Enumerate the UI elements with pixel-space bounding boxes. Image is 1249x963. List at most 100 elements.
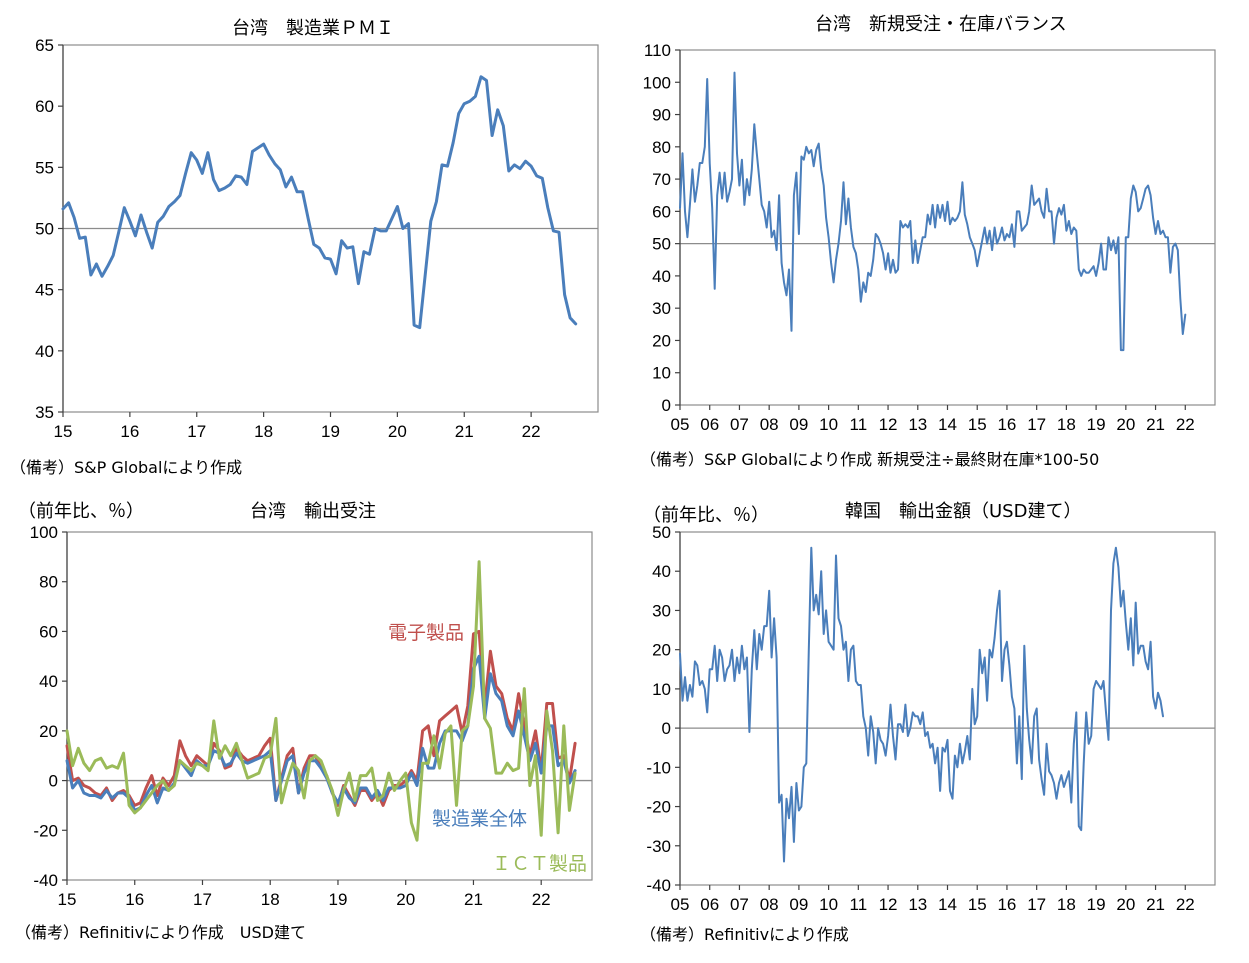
chart-pmi: 台湾 製造業ＰＭＩ 35 40 45 50 55 60 65 15 16 17 18 19 20 21 22… [0, 0, 625, 480]
x-tick-label: 20 [396, 890, 415, 909]
unit-label: （前年比、％） [643, 505, 769, 526]
x-tick-label: 13 [908, 895, 927, 914]
plot-frame [679, 531, 1216, 886]
x-tick-label: 20 [1116, 895, 1135, 914]
x-tick-label: 21 [464, 890, 483, 909]
y-tick-label: 50 [35, 220, 54, 239]
x-tick-label: 16 [997, 415, 1016, 434]
chart-note: （備考）S&P Globalにより作成 新規受注÷最終財在庫*100-50 [640, 450, 1100, 469]
x-tick-label: 19 [1087, 895, 1106, 914]
y-tick-label: 65 [35, 36, 54, 55]
chart-balance: 台湾 新規受注・在庫バランス 0 10 20 30 40 50 60 70 80 90 100 110… [625, 0, 1249, 480]
x-tick-label: 16 [125, 890, 144, 909]
x-tick-label: 21 [1146, 415, 1165, 434]
x-tick-label: 22 [1176, 895, 1195, 914]
y-tick-label: 80 [39, 573, 58, 592]
x-tick-label: 17 [193, 890, 212, 909]
x-tick-label: 18 [1057, 895, 1076, 914]
y-tick-label: 90 [652, 106, 671, 125]
y-tick-label: 40 [39, 672, 58, 691]
x-tick-label: 10 [819, 415, 838, 434]
y-tick-label: 50 [652, 523, 671, 542]
x-tick-label: 22 [532, 890, 551, 909]
series-line-main [679, 546, 1164, 863]
x-tick-label: 15 [58, 890, 77, 909]
x-tick-label: 19 [1087, 415, 1106, 434]
x-tick-label: 06 [700, 415, 719, 434]
y-tick-label: 0 [662, 719, 671, 738]
plot-pmi: 35 40 45 50 55 60 65 15 16 17 18 19 20 21 22 [35, 36, 599, 441]
y-tick-label: 40 [652, 562, 671, 581]
series-line-0 [65, 629, 577, 807]
x-tick-label: 19 [329, 890, 348, 909]
y-tick-label: 110 [644, 41, 671, 60]
x-tick-label: 09 [789, 895, 808, 914]
x-tick-label: 05 [671, 415, 690, 434]
x-tick-label: 12 [879, 415, 898, 434]
plot-korea: -40 -30 -20 -10 0 10 20 30 40 50 05 06 07 08 09 10 11 12 1… [646, 523, 1216, 914]
x-tick-label: 17 [1027, 415, 1046, 434]
y-tick-label: 70 [652, 170, 671, 189]
chart-note: （備考）Refinitivにより作成 [640, 925, 849, 944]
y-tick-label: 45 [35, 281, 54, 300]
unit-label: （前年比、％） [18, 501, 144, 522]
chart-note: （備考）Refinitivにより作成 USD建て [15, 923, 306, 942]
x-tick-label: 08 [760, 895, 779, 914]
y-tick-label: 60 [652, 202, 671, 221]
x-tick-label: 21 [455, 422, 474, 441]
x-tick-label: 12 [879, 895, 898, 914]
x-tick-label: 14 [938, 895, 957, 914]
chart-korea: （前年比、％） 韓国 輸出金額（USD建て） -40 -30 -20 -10 0 10 20… [625, 485, 1249, 963]
x-tick-label: 13 [908, 415, 927, 434]
chart-title: 台湾 輸出受注 [250, 501, 376, 522]
y-tick-label: 30 [652, 299, 671, 318]
x-tick-label: 21 [1146, 895, 1165, 914]
x-tick-label: 18 [261, 890, 280, 909]
y-tick-label: 60 [35, 97, 54, 116]
x-tick-label: 07 [730, 895, 749, 914]
x-tick-label: 18 [254, 422, 273, 441]
y-tick-label: 20 [39, 722, 58, 741]
y-tick-label: -40 [33, 871, 58, 890]
x-tick-label: 10 [819, 895, 838, 914]
y-tick-label: 0 [662, 396, 671, 415]
x-tick-label: 07 [730, 415, 749, 434]
x-tick-label: 18 [1057, 415, 1076, 434]
y-tick-label: 100 [30, 523, 58, 542]
y-tick-label: 0 [49, 772, 58, 791]
y-tick-label: -10 [646, 758, 671, 777]
x-tick-label: 19 [321, 422, 340, 441]
y-tick-label: 10 [652, 364, 671, 383]
plot-orders: -40 -20 0 20 40 60 80 100 15 16 17 18 19 20 21 22 [30, 523, 593, 909]
y-tick-label: 60 [39, 622, 58, 641]
series-label-electronics: 電子製品 [388, 622, 465, 644]
x-tick-label: 14 [938, 415, 957, 434]
x-tick-label: 11 [850, 895, 868, 914]
series-label-ict: ＩＣＴ製品 [492, 853, 588, 875]
y-tick-label: 100 [643, 73, 671, 92]
y-tick-label: 55 [35, 158, 54, 177]
x-tick-label: 15 [968, 415, 987, 434]
y-tick-label: 40 [35, 342, 54, 361]
x-tick-label: 09 [789, 415, 808, 434]
chart-orders: （前年比、％） 台湾 輸出受注 -40 -20 0 20 40 60 80 100 15 16 17… [0, 485, 625, 963]
series-line-main [679, 71, 1187, 352]
chart-title: 韓国 輸出金額（USD建て） [845, 501, 1082, 522]
x-tick-label: 20 [388, 422, 407, 441]
y-tick-label: 40 [652, 267, 671, 286]
y-tick-label: -30 [646, 837, 671, 856]
y-tick-label: -20 [646, 798, 671, 817]
y-tick-label: -40 [646, 876, 671, 895]
y-tick-label: -20 [33, 821, 58, 840]
x-tick-label: 15 [968, 895, 987, 914]
x-tick-label: 16 [120, 422, 139, 441]
y-tick-label: 80 [652, 138, 671, 157]
y-tick-label: 35 [35, 403, 54, 422]
plot-balance: 0 10 20 30 40 50 60 70 80 90 100 110 05 06 07 08 09 10 11 1… [643, 41, 1216, 434]
chart-title: 台湾 新規受注・在庫バランス [815, 14, 1067, 35]
series-line-1 [65, 654, 577, 812]
x-tick-label: 22 [522, 422, 541, 441]
x-tick-label: 17 [187, 422, 206, 441]
series-line-2 [65, 560, 577, 842]
x-tick-label: 16 [997, 895, 1016, 914]
